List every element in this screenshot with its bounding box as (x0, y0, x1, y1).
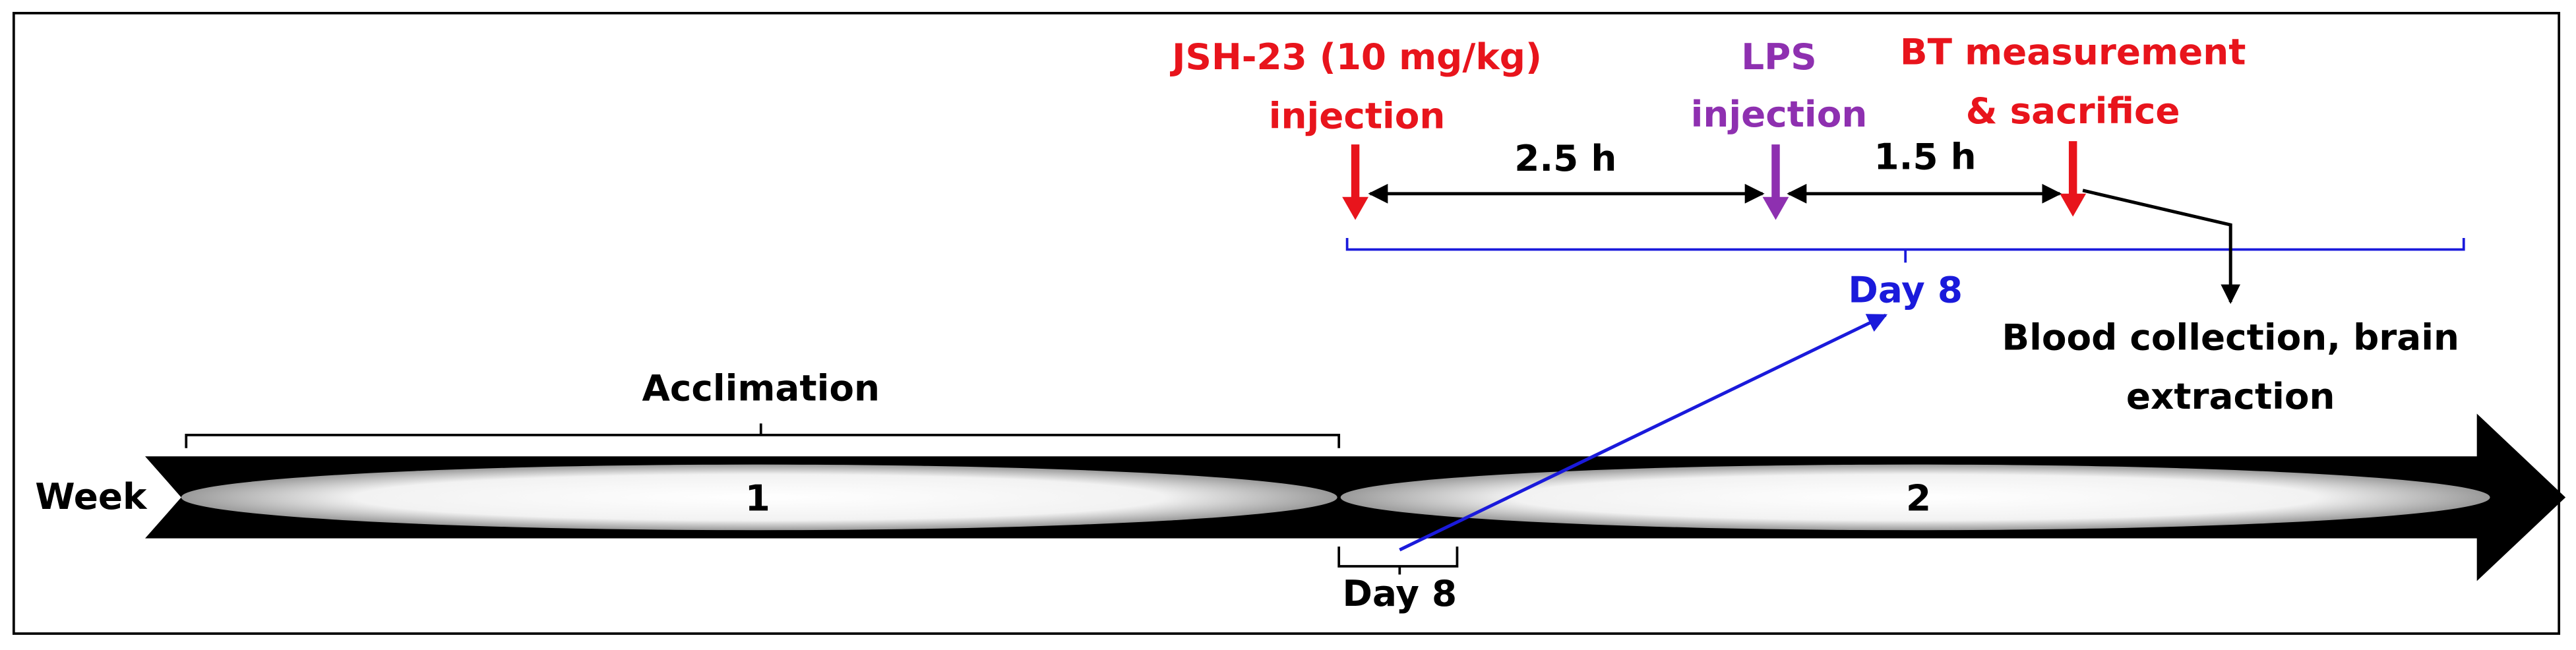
axis-label: Week (35, 475, 148, 517)
event-label: injection (1691, 93, 1868, 135)
outcome-label: Blood collection, brain (2002, 316, 2459, 359)
day-detail-label: Day 8 (1848, 268, 1963, 310)
zoom-line (1399, 313, 1888, 552)
event-arrow (1342, 196, 1369, 220)
event-label: & sacrifice (1966, 90, 2180, 132)
day-label: Day 8 (1343, 572, 1457, 614)
week-segment (1340, 464, 2490, 531)
event-label: LPS (1741, 36, 1816, 78)
event-arrow (2060, 193, 2087, 217)
bracket (185, 423, 1341, 448)
event-arrow (1762, 196, 1789, 220)
bracket (1337, 547, 1459, 575)
event-label: injection (1269, 94, 1446, 136)
event-label: BT measurement (1900, 30, 2246, 73)
bracket (1345, 238, 2465, 263)
week-label: 2 (1906, 477, 1931, 519)
outcome-arrow (2082, 189, 2241, 305)
border (12, 12, 2561, 635)
week-segment (181, 464, 1337, 531)
outcome-label: extraction (2126, 375, 2335, 417)
week-label: 1 (745, 477, 770, 519)
interval-label: 2.5 h (1514, 137, 1616, 179)
acclimation-label: Acclimation (642, 367, 880, 409)
event-label: JSH-23 (10 mg/kg) (1169, 36, 1542, 78)
interval-label: 1.5 h (1874, 136, 1977, 178)
